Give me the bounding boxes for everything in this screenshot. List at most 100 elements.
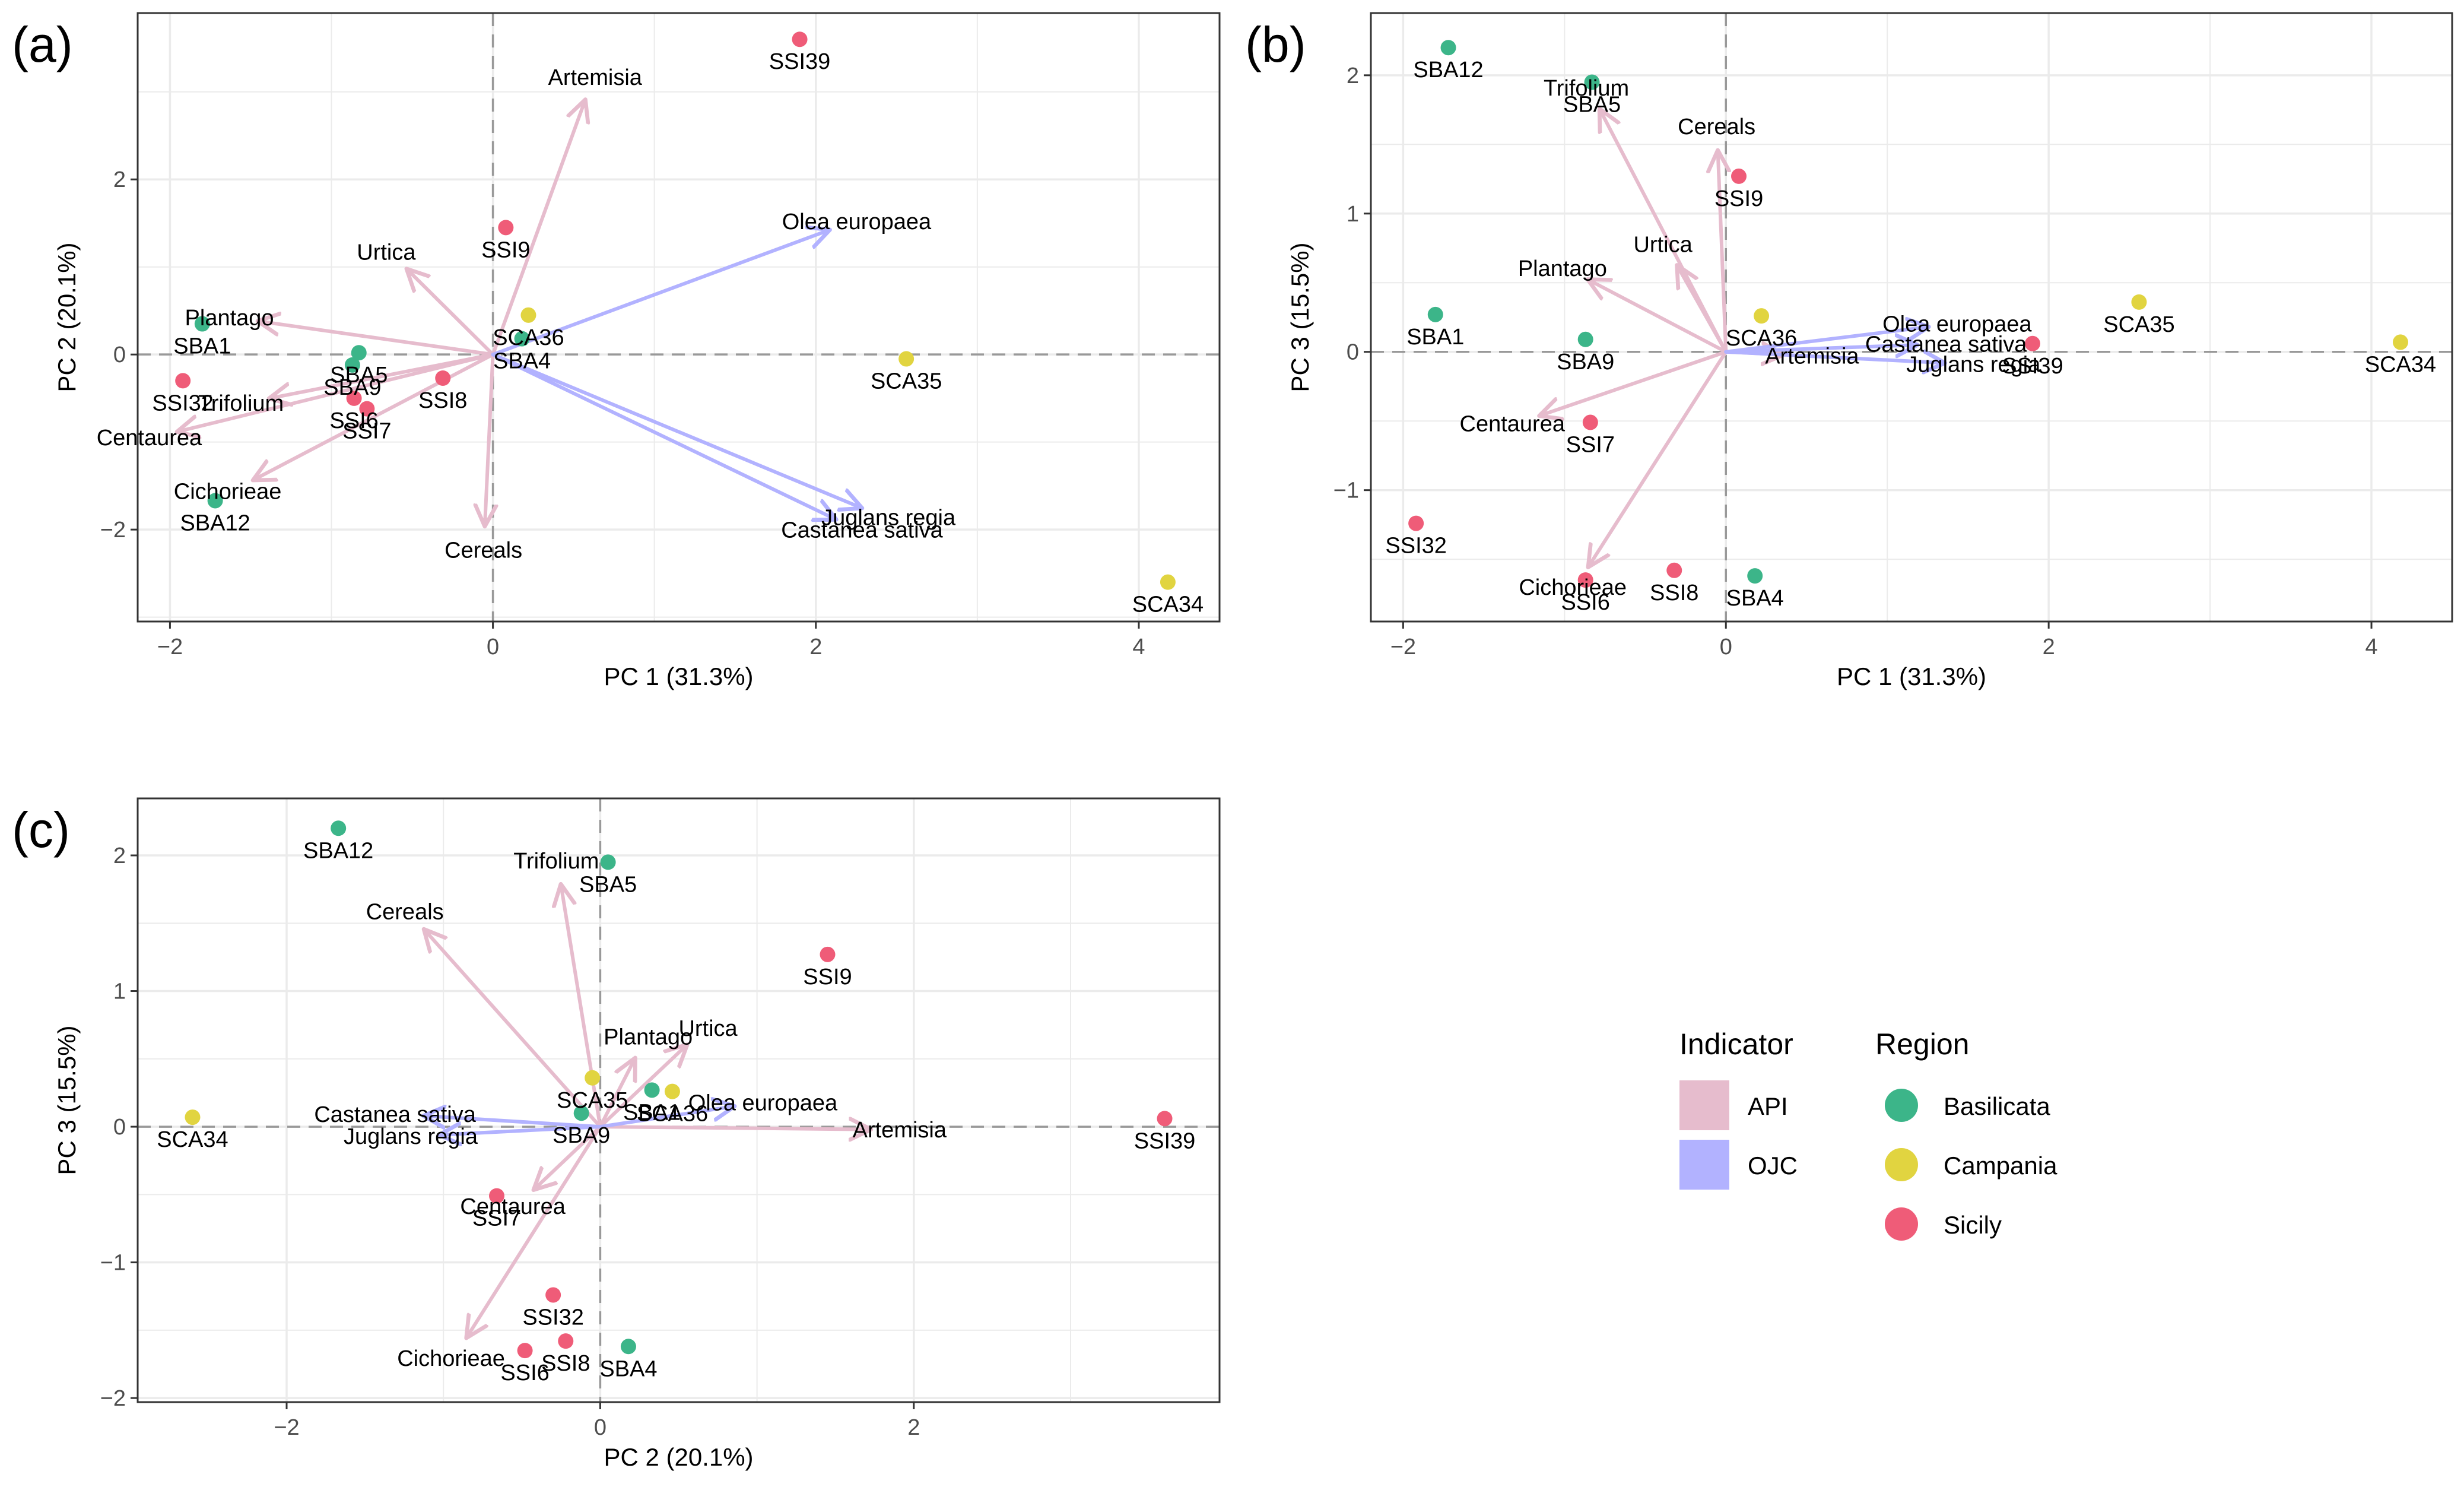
panel-a-arrow-plantago [259, 321, 495, 357]
panel-a-point-sca35 [898, 351, 915, 367]
panel-b-point-label-ssi6: SSI6 [1561, 590, 1609, 615]
panel-b-point-ssi39 [2024, 335, 2040, 351]
panel-c-arrow-cereals [424, 930, 602, 1129]
panel-b: −2 0 2 4 −1 0 1 2 Trifolium Cereals Urtica Plantago… [1245, 12, 2453, 690]
panel-b-point-label-sca35: SCA35 [2103, 312, 2174, 337]
panel-c-y-axis-title: PC 3 (15.5%) [53, 1025, 81, 1175]
legend-indicator-ojc-swatch [1679, 1140, 1729, 1190]
panel-c-point-ssi6 [517, 1343, 533, 1359]
panel-c-arrow-centaurea [534, 1125, 602, 1189]
panel-c-arrow-label-urtica: Urtica [678, 1016, 738, 1041]
panel-b-point-sca35 [2131, 294, 2147, 310]
panel-a-point-sca34 [1160, 574, 1176, 590]
panel-a-arrow-juglans-regia [491, 353, 861, 508]
panel-c-point-label-sba9: SBA9 [553, 1123, 610, 1148]
panel-a-arrow-cereals [485, 353, 493, 525]
panel-c-point-label-sca35: SCA35 [557, 1088, 628, 1113]
legend-indicator-ojc-label: OJC [1748, 1152, 1798, 1180]
panel-b-arrow-centaurea [1541, 350, 1728, 416]
panel-a-point-label-ssi39: SSI39 [769, 49, 831, 74]
panel-a-y-axis-title: PC 2 (20.1%) [53, 242, 81, 392]
panel-c-x-tick-label: 0 [594, 1415, 607, 1440]
panel-c-point-ssi39 [1157, 1111, 1173, 1127]
panel-a-point-ssi8 [435, 370, 451, 386]
panel-b-y-axis-title: PC 3 (15.5%) [1286, 242, 1314, 392]
panel-a-arrow-label-cichorieae: Cichorieae [174, 480, 282, 505]
panel-c-arrow-label-olea-europaea: Olea europaea [688, 1090, 838, 1115]
panel-b-point-label-sca36: SCA36 [1726, 326, 1797, 351]
panel-c-background [138, 798, 1220, 1402]
panel-b-point-label-sba5: SBA5 [1563, 92, 1621, 117]
panel-b-arrow-label-urtica: Urtica [1633, 233, 1693, 258]
panel-c-point-label-sba5: SBA5 [579, 872, 637, 897]
panel-b-arrow-label-artemisia: Artemisia [1765, 344, 1859, 369]
panel-b-y-tick-label: 1 [1347, 202, 1359, 227]
panel-c-point-label-ssi32: SSI32 [522, 1305, 584, 1330]
panel-a-point-label-sca35: SCA35 [871, 369, 942, 394]
panel-b-arrow-urtica [1678, 266, 1728, 354]
panel-c-y-tick-label: −1 [100, 1251, 126, 1276]
panel-a-point-label-ssi6: SSI6 [329, 408, 378, 433]
panel-c-point-label-sba1: SBA1 [623, 1100, 681, 1125]
panel-a-point-label-sba12: SBA12 [180, 511, 250, 535]
panel-c-point-label-ssi9: SSI9 [803, 965, 852, 990]
panel-a-y-tick-label: −2 [100, 518, 126, 543]
panel-c: −2 0 2 −2 −1 0 1 2 Trifolium Cereals UrticaPlantag… [12, 797, 1221, 1471]
panel-c-arrow-olea-europaea [598, 1106, 734, 1129]
panel-b-point-sca36 [1754, 308, 1770, 324]
panel-b-x-axis-title: PC 1 (31.3%) [1837, 662, 1986, 690]
panel-a-arrow-label-castanea-sativa: Castanea sativa [781, 518, 943, 543]
panel-c-point-ssi32 [545, 1287, 561, 1303]
legend-region-basilicata-swatch [1885, 1089, 1918, 1122]
legend-indicator-api-label: API [1748, 1092, 1788, 1120]
panel-b-y-tick-label: 2 [1347, 64, 1359, 88]
panel-a-x-tick-label: 4 [1132, 635, 1145, 660]
panel-c-arrow-plantago [598, 1059, 634, 1129]
panel-c-arrow-label-castanea-sativa: Castanea sativa [314, 1102, 476, 1127]
panel-b-arrow-label-plantago: Plantago [1518, 256, 1607, 281]
panel-b-point-ssi6 [1577, 572, 1593, 588]
panel-a-point-label-sba4: SBA4 [493, 349, 551, 374]
panel-c-arrow-castanea-sativa [424, 1116, 602, 1127]
panel-c-y-tick-label: 2 [113, 844, 126, 868]
panel-b-arrow-cichorieae [1589, 350, 1728, 566]
panel-c-point-sca36 [664, 1083, 680, 1099]
panel-c-point-sba9 [573, 1105, 589, 1121]
legend: Indicator API OJC Region Basilicata Camp… [1679, 1028, 2057, 1241]
panel-c-point-label-ssi6: SSI6 [500, 1361, 549, 1385]
panel-a-arrow-label-artemisia: Artemisia [548, 65, 643, 90]
panel-a-point-ssi39 [792, 31, 808, 47]
panel-a-point-sba1 [194, 316, 210, 332]
panel-c-point-sca35 [585, 1070, 601, 1086]
panel-a-point-ssi32 [175, 373, 191, 389]
panel-a-x-tick-label: −2 [157, 635, 183, 660]
panel-c-arrow-trifolium [561, 885, 602, 1129]
panel-c-point-label-ssi39: SSI39 [1134, 1128, 1196, 1153]
panel-b-point-label-ssi9: SSI9 [1714, 186, 1763, 211]
panel-a-point-sba4 [514, 331, 530, 347]
panel-b-border [1370, 12, 2453, 623]
panel-a-point-label-sba1: SBA1 [173, 334, 231, 359]
panel-c-point-label-sca34: SCA34 [157, 1127, 228, 1152]
panel-a-arrow-cichorieae [254, 353, 495, 480]
panel-c-arrow-label-centaurea: Centaurea [460, 1194, 566, 1219]
panel-c-point-label-sca36: SCA36 [637, 1102, 708, 1127]
panel-a-arrow-artemisia [491, 100, 585, 357]
panel-c-point-ssi7 [489, 1188, 505, 1204]
panel-c-arrow-label-cichorieae: Cichorieae [397, 1346, 505, 1371]
panel-a: −2 0 2 4 −2 0 2 Artemisia Urtica Plantago Trifoliu… [12, 12, 1221, 690]
panel-a-y-tick-label: 0 [113, 343, 126, 367]
panel-c-x-tick-label: −2 [274, 1415, 299, 1440]
panel-c-arrow-label-juglans-regia: Juglans regia [344, 1124, 478, 1149]
legend-region-campania-swatch [1885, 1148, 1918, 1181]
panel-b-arrow-label-cichorieae: Cichorieae [1519, 575, 1627, 600]
panel-c-arrow-artemisia [598, 1127, 869, 1130]
panel-b-y-tick-label: −1 [1333, 478, 1359, 503]
panel-c-y-tick-label: −2 [100, 1386, 126, 1411]
panel-a-point-sba12 [207, 493, 223, 509]
panel-b-point-label-sca34: SCA34 [2365, 352, 2436, 377]
panel-a-border [136, 12, 1221, 623]
panel-c-arrow-cichorieae [467, 1125, 602, 1337]
panel-b-point-label-ssi7: SSI7 [1566, 433, 1615, 458]
